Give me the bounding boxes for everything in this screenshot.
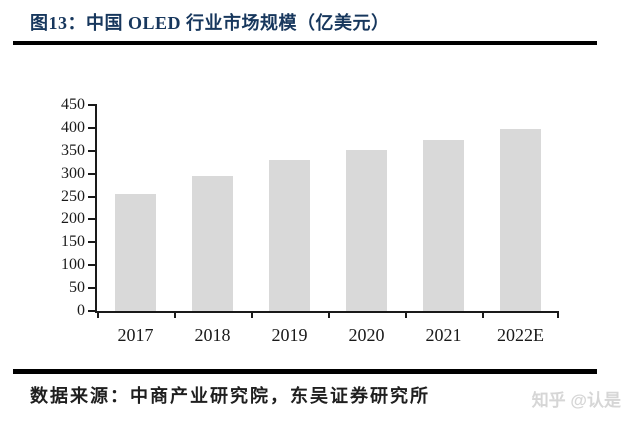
x-tick-label: 2019: [271, 325, 308, 345]
bar-2022E: [500, 129, 541, 311]
y-tick-label: 50: [69, 279, 85, 297]
footer-divider: [13, 369, 597, 374]
y-axis-tick: [88, 287, 97, 290]
x-tick-label: 2020: [348, 325, 385, 345]
y-tick-label: 0: [77, 302, 85, 319]
y-axis-tick: [88, 310, 97, 312]
bar-2018: [192, 175, 233, 311]
x-axis-tick: [97, 313, 99, 318]
y-tick-label: 200: [61, 210, 85, 228]
source-note: 数据来源：中商产业研究院，东吴证券研究所: [30, 386, 430, 406]
y-axis-tick: [88, 149, 97, 152]
x-axis-tick: [482, 313, 484, 318]
y-axis-tick: [88, 241, 97, 244]
x-tick-label: 2021: [425, 325, 462, 345]
y-axis-tick: [88, 218, 97, 221]
x-axis-tick: [174, 313, 176, 318]
bar-2017: [115, 193, 156, 311]
watermark: 知乎 @认是: [531, 391, 621, 410]
plot-area: 0 50 100 150 200 250 300 350 400 450 2017 2018 2019 2…: [61, 96, 559, 345]
figure-title: 图13：中国 OLED 行业市场规模（亿美元）: [30, 13, 390, 33]
bar-2020: [346, 149, 387, 311]
y-tick-label: 250: [61, 187, 85, 205]
y-axis-tick: [88, 195, 97, 198]
y-tick-label: 150: [61, 233, 85, 251]
bar-2021: [423, 139, 464, 311]
x-tick-label: 2022E: [497, 325, 544, 345]
y-axis-tick: [88, 264, 97, 267]
x-axis-tick: [328, 313, 330, 318]
y-axis-tick: [88, 126, 97, 129]
y-tick-label: 100: [61, 256, 85, 274]
bar-2019: [269, 160, 310, 311]
x-axis-tick: [251, 313, 253, 318]
y-axis-tick: [88, 104, 97, 106]
x-axis-tick: [405, 313, 407, 318]
title-divider: [13, 41, 597, 45]
y-tick-label: 350: [61, 141, 85, 159]
y-tick-label: 400: [61, 118, 85, 136]
x-tick-label: 2018: [194, 325, 231, 345]
y-axis-tick: [88, 172, 97, 175]
x-axis-tick: [557, 313, 559, 318]
y-tick-label: 300: [61, 164, 85, 182]
y-tick-label: 450: [61, 96, 85, 113]
x-tick-label: 2017: [117, 325, 154, 345]
